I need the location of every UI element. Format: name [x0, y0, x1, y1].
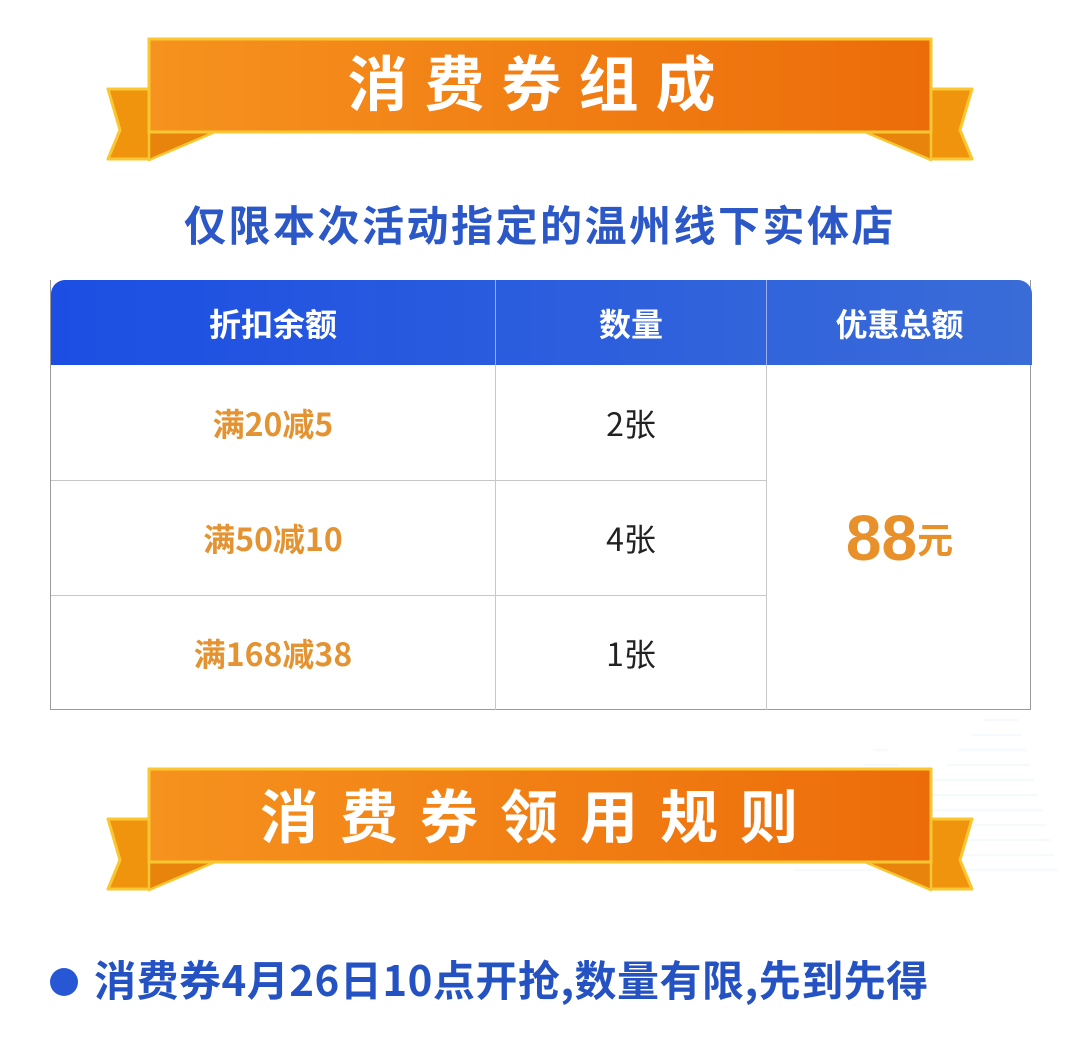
svg-text:消费券领用规则: 消费券领用规则: [260, 771, 820, 855]
svg-text:消费券组成: 消费券组成: [348, 37, 733, 124]
